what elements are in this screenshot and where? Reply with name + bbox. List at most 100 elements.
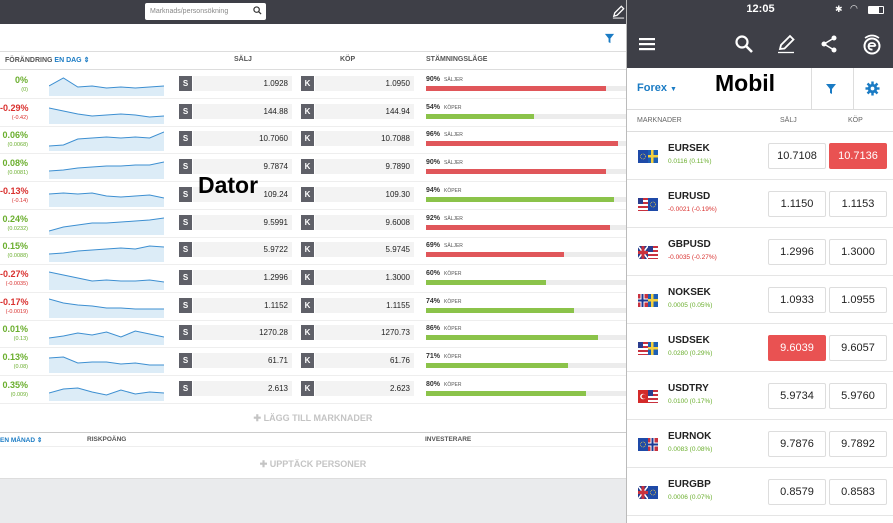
- filter-icon[interactable]: [825, 83, 837, 95]
- table-row[interactable]: 0.01% (0.13) S 1270.28 K 1270.73 86% KÖPER: [0, 320, 626, 349]
- sell-button[interactable]: S: [179, 325, 192, 341]
- buy-price-button[interactable]: 0.8583: [829, 479, 887, 505]
- search-input[interactable]: Marknads/personsökning: [145, 3, 266, 20]
- change-absolute: (0.0088): [7, 253, 29, 260]
- buy-button[interactable]: K: [301, 76, 314, 91]
- sell-button[interactable]: S: [179, 214, 192, 230]
- buy-button[interactable]: K: [301, 131, 314, 147]
- sell-button[interactable]: S: [179, 103, 192, 119]
- sentiment-bar: [426, 390, 626, 396]
- buy-price-button[interactable]: 9.7892: [829, 431, 887, 457]
- buy-button[interactable]: K: [301, 159, 314, 175]
- sell-price-button[interactable]: 10.7108: [768, 143, 826, 169]
- table-row[interactable]: -0.27% (-0.0035) S 1.2996 K 1.3000 60% KÖPER: [0, 265, 626, 293]
- desktop-bottom-area: [0, 478, 626, 523]
- table-row[interactable]: 0% (0) S 1.0928 K 1.0950 90% SÄLJER: [0, 71, 626, 99]
- list-item[interactable]: EURNOK 0.0083 (0.08%) 9.7876 9.7892: [627, 420, 893, 468]
- buy-column-header: KÖP: [848, 117, 863, 124]
- filter-icon[interactable]: [604, 33, 615, 44]
- gear-icon[interactable]: [865, 81, 880, 96]
- sentiment-side: SÄLJER: [444, 132, 463, 139]
- sell-button[interactable]: S: [179, 186, 192, 202]
- sell-price-button[interactable]: 9.7876: [768, 431, 826, 457]
- sell-price: 2.613: [193, 380, 292, 396]
- sentiment-percent: 69%: [426, 242, 441, 250]
- change-absolute: (0): [21, 87, 28, 93]
- sell-price: 109.24: [193, 186, 292, 202]
- sell-button[interactable]: S: [179, 380, 192, 396]
- list-item[interactable]: USDSEK 0.0280 (0.29%) 9.6039 9.6057: [627, 324, 893, 372]
- sell-button[interactable]: S: [179, 242, 192, 258]
- buy-button[interactable]: K: [301, 242, 314, 258]
- sell-price-button[interactable]: 9.6039: [768, 335, 826, 361]
- buy-button[interactable]: K: [301, 325, 314, 341]
- table-row[interactable]: 0.06% (0.0068) S 10.7060 K 10.7088 96% SÄLJER: [0, 126, 626, 155]
- sell-price-button[interactable]: 1.1150: [768, 191, 826, 217]
- buy-price-button[interactable]: 1.1153: [829, 191, 887, 217]
- list-item[interactable]: GBPUSD -0.0035 (-0.27%) 1.2996 1.3000: [627, 228, 893, 276]
- period-month-selector[interactable]: EN MÅNAD ⇕: [0, 437, 43, 444]
- search-icon[interactable]: [734, 34, 754, 54]
- buy-price: 144.94: [315, 103, 414, 119]
- sparkline-chart: [49, 217, 164, 235]
- list-item[interactable]: NOKSEK 0.0005 (0.05%) 1.0933 1.0955: [627, 276, 893, 324]
- pencil-icon[interactable]: [611, 4, 626, 19]
- add-markets-button[interactable]: ✚ LÄGG TILL MARKNADER: [0, 403, 626, 433]
- sentiment-bar: [426, 86, 626, 91]
- list-item[interactable]: USDTRY 0.0100 (0.17%) 5.9734 5.9760: [627, 372, 893, 420]
- buy-button[interactable]: K: [301, 214, 314, 230]
- buy-button[interactable]: K: [301, 297, 314, 313]
- table-row[interactable]: -0.13% (-0.14) S 109.24 K 109.30 94% KÖPER: [0, 182, 626, 210]
- sell-button[interactable]: S: [179, 131, 192, 147]
- menu-icon[interactable]: [637, 34, 657, 54]
- table-row[interactable]: 0.35% (0.009) S 2.613 K 2.623 80% KÖPER: [0, 376, 626, 404]
- buy-price-button[interactable]: 5.9760: [829, 383, 887, 409]
- discover-people-button[interactable]: ✚ UPPTÄCK PERSONER: [0, 450, 626, 478]
- buy-price: 61.76: [315, 353, 414, 368]
- buy-price-button[interactable]: 1.0955: [829, 287, 887, 313]
- table-row[interactable]: 0.08% (0.0081) S 9.7874 K 9.7890 90% SÄLJER: [0, 154, 626, 183]
- wifi-icon: ◠: [850, 3, 858, 13]
- sell-price-button[interactable]: 1.2996: [768, 239, 826, 265]
- buy-price-button[interactable]: 10.7136: [829, 143, 887, 169]
- sell-price-button[interactable]: 5.9734: [768, 383, 826, 409]
- currency-pair-flag-icon: [638, 150, 658, 163]
- sentiment-bar-fill: [426, 169, 606, 175]
- sell-button[interactable]: S: [179, 269, 192, 285]
- sparkline-chart: [49, 298, 164, 318]
- sell-button[interactable]: S: [179, 297, 192, 313]
- list-item[interactable]: EURGBP 0.0006 (0.07%) 0.8579 0.8583: [627, 468, 893, 516]
- category-label: Forex: [637, 82, 667, 94]
- table-row[interactable]: 0.13% (0.08) S 61.71 K 61.76 71% KÖPER: [0, 348, 626, 376]
- sparkline-chart: [49, 192, 164, 207]
- table-row[interactable]: 0.24% (0.0232) S 9.5991 K 9.6008 92% SÄLJER: [0, 210, 626, 238]
- mobile-toolbar: Forex ▼: [627, 68, 893, 110]
- sentiment-side: KÖPER: [444, 354, 462, 360]
- buy-button[interactable]: K: [301, 103, 314, 119]
- table-row[interactable]: -0.29% (-0.42) S 144.88 K 144.94 54% KÖPER: [0, 99, 626, 127]
- sell-button[interactable]: S: [179, 76, 192, 91]
- category-dropdown[interactable]: Forex ▼: [637, 82, 677, 94]
- buy-button[interactable]: K: [301, 186, 314, 202]
- buy-button[interactable]: K: [301, 380, 314, 396]
- sell-button[interactable]: S: [179, 353, 192, 368]
- sparkline-chart: [49, 161, 164, 180]
- list-item[interactable]: EURSEK 0.0116 (0.11%) 10.7108 10.7136: [627, 132, 893, 180]
- add-markets-label: LÄGG TILL MARKNADER: [263, 413, 373, 423]
- period-selector[interactable]: EN DAG ⇕: [54, 57, 90, 64]
- buy-price-button[interactable]: 1.3000: [829, 239, 887, 265]
- buy-price-button[interactable]: 9.6057: [829, 335, 887, 361]
- table-row[interactable]: -0.17% (-0.0019) S 1.1152 K 1.1155 74% KÖPER: [0, 293, 626, 321]
- share-icon[interactable]: [819, 34, 839, 54]
- table-row[interactable]: 0.15% (0.0088) S 5.9722 K 5.9745 69% SÄLJER: [0, 237, 626, 266]
- buy-button[interactable]: K: [301, 353, 314, 368]
- etoro-logo-icon[interactable]: [861, 32, 883, 56]
- sell-price-button[interactable]: 1.0933: [768, 287, 826, 313]
- sell-price: 144.88: [193, 103, 292, 119]
- sentiment-percent: 90%: [426, 76, 441, 83]
- pencil-icon[interactable]: [776, 34, 796, 54]
- buy-button[interactable]: K: [301, 269, 314, 285]
- sell-button[interactable]: S: [179, 159, 192, 175]
- list-item[interactable]: EURUSD -0.0021 (-0.19%) 1.1150 1.1153: [627, 180, 893, 228]
- sell-price-button[interactable]: 0.8579: [768, 479, 826, 505]
